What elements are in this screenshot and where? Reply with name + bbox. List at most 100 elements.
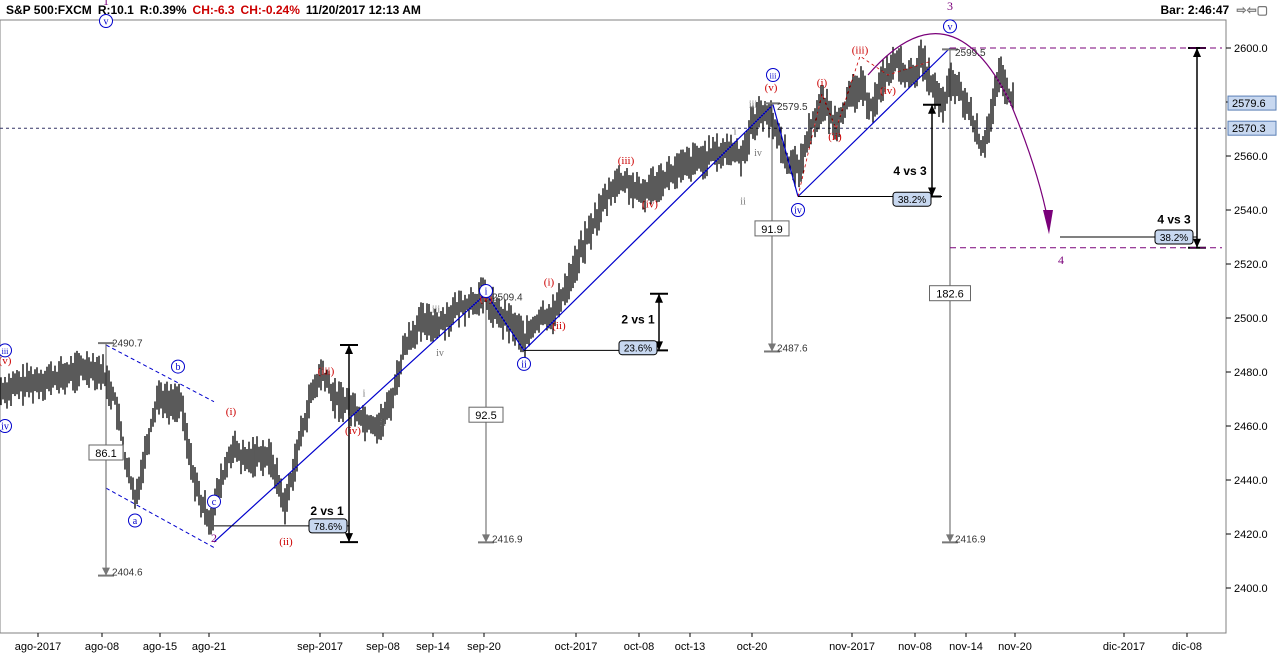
ratio-title: 2 vs 1 [621,312,655,326]
wave-label: (ii) [552,320,566,332]
ratio-bracket-3-arrow [928,104,936,114]
ratio-bracket-1-arrow [345,533,353,543]
measure-box: 86.1 [88,444,124,461]
measure-price-label: 2404.6 [112,568,143,579]
measure-box-text: 86.1 [95,448,116,460]
wave-circle-text: v [104,17,109,28]
wave-label: (iv) [345,425,361,437]
wave3-range-arrow [946,534,954,543]
measure-box-text: 92.5 [475,410,496,422]
abc-channel-upper [105,344,215,403]
projection-arrow [1043,210,1053,235]
y-tick-label: 2500.0 [1234,313,1268,325]
wave-label-circle: v [943,19,957,34]
projection-curve [867,33,1049,221]
y-tick-label: 2440.0 [1234,475,1268,487]
wave-label: (ii) [828,131,842,143]
x-tick-label: nov-08 [898,641,932,653]
y-tick-label: 2420.0 [1234,529,1268,541]
wave-circle [943,19,957,34]
wave-label: (iii) [618,155,635,167]
impulse-trendline [213,293,487,543]
y-tick-label: 2540.0 [1234,205,1268,217]
impulse-trendline [523,104,774,351]
wave-circle-text: ii [521,359,527,370]
ratio-box: 23.6% [618,340,658,356]
measure-box: 182.6 [929,285,971,302]
wave-label: (i) [544,277,555,289]
wave-label: 4 [1058,253,1064,267]
impulse-trendline [772,104,799,197]
nav-arrows-icon[interactable]: ⇨⇦▢ [1236,3,1268,17]
wave-label-circle: ii [517,356,531,371]
range-value: R:10.1 [97,3,134,17]
ratio-box: 38.2% [1154,229,1194,245]
range-pct-value: R:0.39% [139,3,187,17]
abc-channel-lower [105,487,215,548]
wave-label-circle: iv [0,419,12,433]
wave-circle-text: b [176,362,181,373]
wave-label: (i) [817,77,828,89]
plot-frame [0,19,1227,634]
wave-label-circle: iii [0,343,12,358]
wave-label: iv [436,348,444,359]
wave-label: iii [749,99,758,110]
wave-circle [207,494,221,509]
wave-circle-text: v [948,22,953,33]
ratio-box-frame [618,340,658,356]
symbol-label[interactable]: S&P 500:FXCM [6,3,92,17]
measure-box: 92.5 [468,406,504,423]
wave-label: (i) [226,406,237,418]
wave-label: (iii) [318,366,335,378]
measure-price-label: 2509.4 [492,292,523,303]
y-tick-label: 2480.0 [1234,367,1268,379]
wave-circle-text: c [212,497,217,508]
measure-box-frame [88,444,124,461]
wave-label: (v) [0,355,12,367]
x-tick-label: oct-13 [675,641,706,653]
wave-label: i [363,388,366,399]
ratio-title: 2 vs 1 [310,504,344,518]
measure-box-text: 182.6 [936,289,964,301]
y-tick-label: 2600.0 [1234,43,1268,55]
wave-label: i [734,126,737,137]
subwave-path [797,55,931,197]
wave-label: iii [432,305,441,316]
impulse-trendline [797,47,951,197]
wave-label: (v) [765,82,778,94]
y-tick-label: 2400.0 [1234,583,1268,595]
x-tick-label: nov-2017 [829,641,875,653]
measure-box: 91.9 [754,220,790,237]
ratio-box: 38.2% [892,191,932,207]
axis-price-text: 2570.3 [1232,123,1266,135]
x-tick-label: oct-2017 [555,641,598,653]
ratio-box-text: 78.6% [314,522,342,533]
wave-circle-text: iii [2,347,9,356]
measure-price-label: 2599.5 [955,48,986,59]
bar-timer-text: Bar: 2:46:47 [1160,3,1230,17]
x-tick-label: sep-14 [416,641,450,653]
measure-price-label: 2487.6 [777,343,808,354]
wave-label: 1 [103,0,109,8]
wave-label: iv [754,148,762,159]
measure-price-label: 2490.7 [112,338,143,349]
x-tick-label: oct-08 [624,641,655,653]
wave-circle [791,203,805,217]
ratio-bracket-4-arrow [1193,48,1201,57]
wave-overlays [98,33,1222,577]
wave-label-circle: b [171,359,185,374]
measure-price-label: 2579.5 [777,102,808,113]
ratio-box: 78.6% [308,518,348,534]
x-tick-label: sep-08 [366,641,400,653]
ratio-bracket-1-arrow [345,345,353,354]
x-tick-label: ago-08 [85,641,119,653]
measure-price-label: 2416.9 [492,534,523,545]
x-tick-label: ago-21 [192,641,226,653]
wave-circle-text: a [133,516,138,527]
wave-label-circle: v [99,14,113,28]
wave-circle [171,359,185,374]
wave-circle [128,513,142,528]
axis-price-box [1227,120,1277,136]
ratio-box-text: 23.6% [624,344,652,355]
